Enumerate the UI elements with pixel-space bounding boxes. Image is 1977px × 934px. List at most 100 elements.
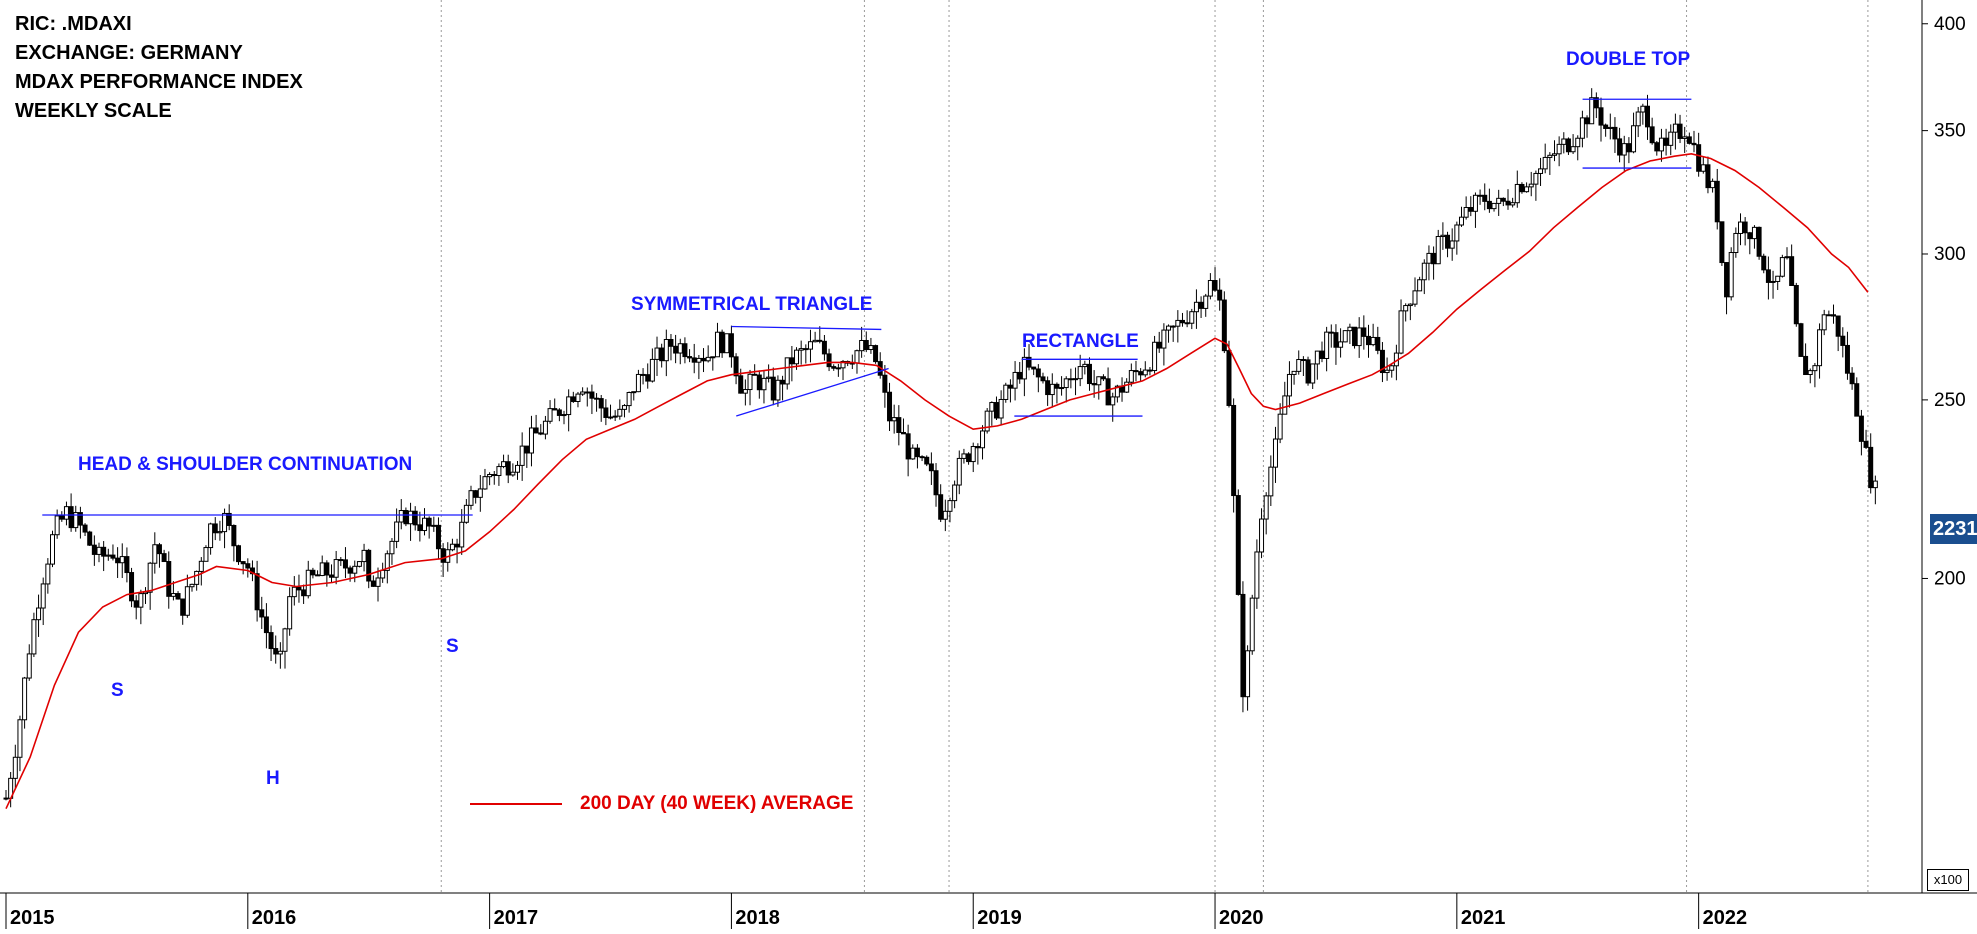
candle-up: [1579, 117, 1585, 139]
candle-down: [821, 340, 827, 355]
candle-up: [1021, 356, 1027, 380]
candle-up: [1775, 275, 1781, 282]
candle-up: [1440, 234, 1446, 238]
candle-down: [1854, 383, 1860, 417]
candle-up: [1068, 378, 1074, 381]
candle-down: [594, 397, 600, 400]
candle-down: [329, 574, 335, 578]
candle-down: [896, 417, 902, 433]
candle-up: [942, 510, 948, 520]
candle-down: [110, 554, 116, 559]
candle-down: [1431, 252, 1437, 265]
candle-up: [1728, 252, 1734, 298]
candle-down: [831, 366, 837, 369]
candle-down: [180, 598, 186, 616]
candle-down: [589, 391, 595, 399]
candle-up: [677, 343, 683, 354]
candle-down: [315, 574, 321, 577]
candle-down: [115, 557, 121, 564]
candle-down: [1761, 255, 1767, 271]
candle-up: [621, 405, 627, 410]
candle-up: [1310, 363, 1316, 384]
candle-down: [603, 407, 609, 418]
candle-down: [645, 374, 651, 382]
candle-up: [812, 339, 818, 343]
candle-up: [1682, 136, 1688, 139]
candle-down: [1361, 327, 1367, 337]
candle-up: [761, 377, 767, 391]
candle-up: [408, 510, 414, 525]
candle-down: [752, 373, 758, 376]
candle-down: [1840, 335, 1846, 346]
candle-down: [1054, 383, 1060, 389]
annotation-left-shoulder: S: [111, 680, 124, 701]
candle-down: [1105, 378, 1111, 406]
candle-up: [1110, 396, 1116, 406]
candle-up: [1114, 385, 1120, 398]
candle-down: [366, 549, 372, 582]
candle-up: [1272, 438, 1278, 468]
candle-down: [226, 512, 232, 526]
candle-up: [1249, 597, 1255, 652]
candle-down: [1505, 200, 1511, 206]
candle-up: [1737, 221, 1743, 234]
candle-up: [515, 464, 521, 473]
candle-up: [1286, 373, 1292, 397]
candle-up: [194, 570, 200, 585]
candle-down: [1045, 380, 1051, 396]
candle-down: [1445, 234, 1451, 249]
candle-up: [1263, 495, 1269, 520]
candle-up: [1407, 303, 1413, 307]
candle-up: [291, 586, 297, 598]
candle-down: [1747, 232, 1753, 240]
candle-up: [1421, 262, 1427, 281]
candle-up: [1607, 126, 1613, 129]
candle-down: [1486, 200, 1492, 210]
candle-up: [654, 347, 660, 360]
candle-up: [1561, 138, 1567, 145]
candle-up: [1784, 256, 1790, 259]
candle-up: [1203, 295, 1209, 309]
moving-average-line: [5, 152, 1869, 810]
candle-up: [1059, 387, 1065, 390]
candle-up: [635, 373, 641, 393]
candle-up: [1277, 413, 1283, 440]
candle-up: [1477, 194, 1483, 197]
candle-up: [1342, 330, 1348, 343]
candle-up: [1826, 314, 1832, 317]
candle-down: [338, 559, 344, 562]
annotation-head-shoulder: HEAD & SHOULDER CONTINUATION: [78, 454, 413, 475]
candle-up: [617, 408, 623, 417]
candle-down: [687, 356, 693, 359]
candle-up: [1254, 551, 1260, 599]
candle-down: [1328, 331, 1334, 334]
candle-down: [259, 609, 265, 618]
candle-up: [608, 416, 614, 419]
candle-up: [394, 521, 400, 542]
candle-up: [724, 333, 730, 354]
candle-down: [966, 453, 972, 463]
candle-down: [1803, 355, 1809, 376]
candle-up: [1389, 365, 1395, 371]
x-tick-label: 2017: [494, 907, 539, 929]
candle-up: [1268, 466, 1274, 497]
candle-up: [528, 427, 534, 454]
legend-line-swatch: [470, 803, 562, 805]
candle-down: [175, 593, 181, 600]
candle-up: [1175, 319, 1181, 327]
y-tick-label: 300: [1934, 244, 1966, 265]
candle-down: [1644, 105, 1650, 128]
candle-down: [728, 333, 734, 358]
candle-down: [817, 339, 823, 342]
candle-down: [1026, 356, 1032, 368]
candle-down: [1240, 593, 1246, 698]
candle-up: [854, 350, 860, 364]
scale-multiplier: x100: [1927, 869, 1969, 891]
candle-down: [1835, 315, 1841, 337]
candle-up: [970, 446, 976, 463]
candle-down: [87, 531, 93, 546]
candle-down: [454, 543, 460, 548]
candle-up: [208, 523, 214, 549]
candle-up: [1496, 197, 1502, 204]
